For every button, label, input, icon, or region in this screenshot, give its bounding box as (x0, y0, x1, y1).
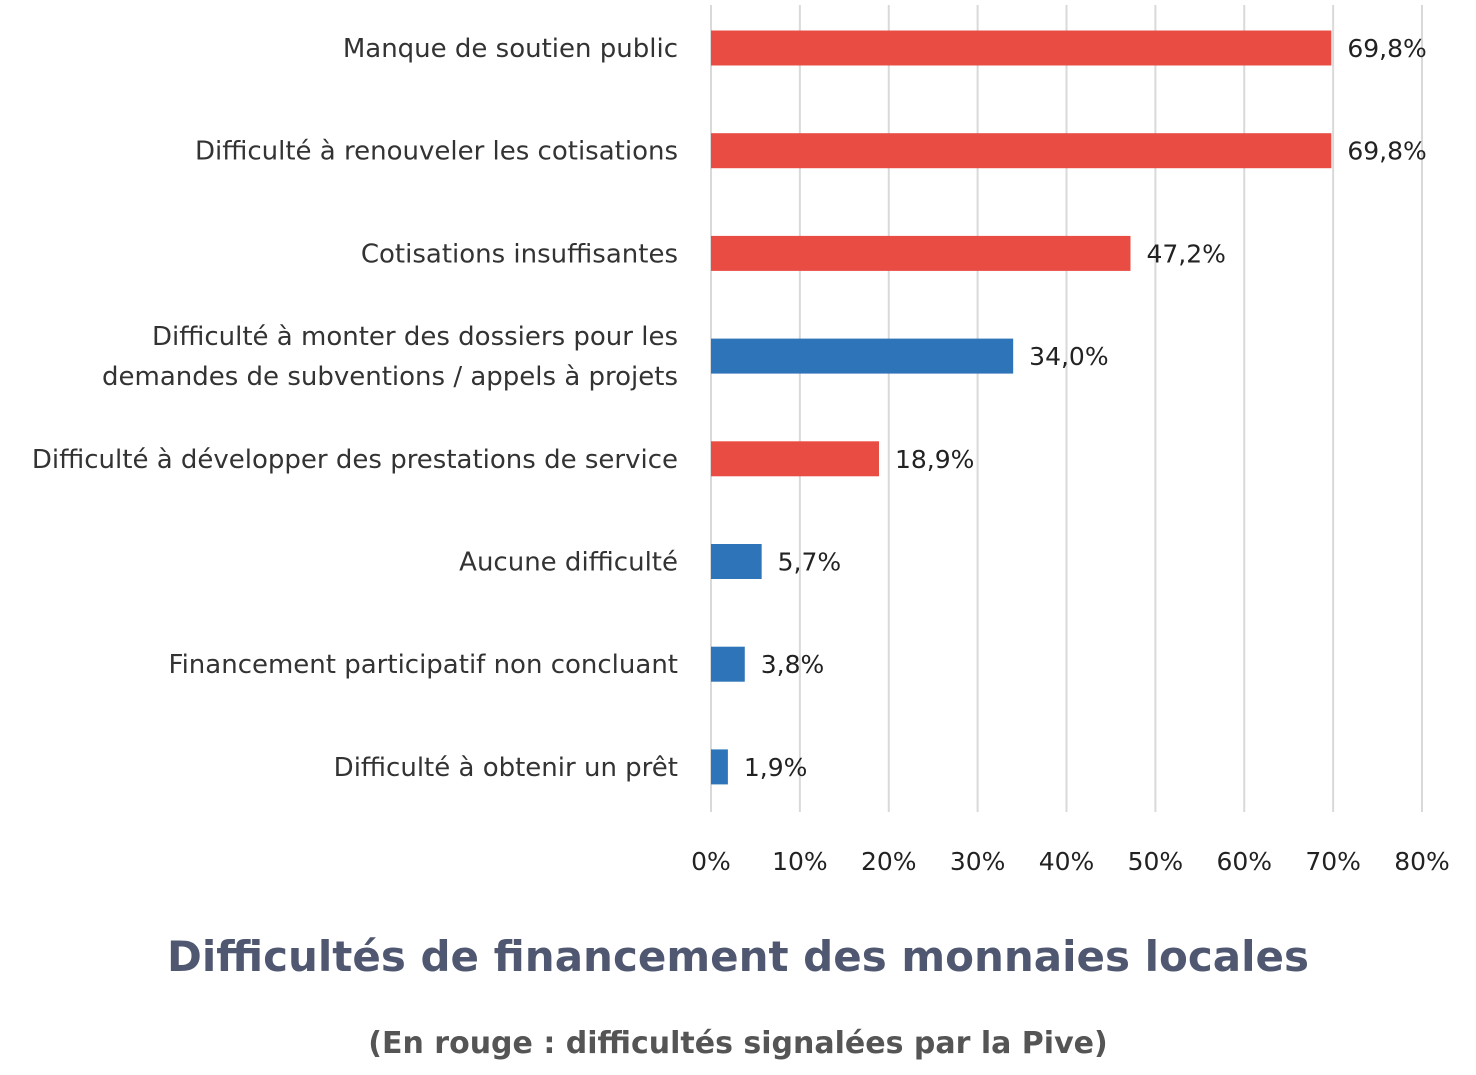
bar-value-label: 1,9% (744, 753, 808, 782)
x-tick-label: 50% (1128, 847, 1184, 876)
category-label-line: Difficulté à développer des prestations … (32, 445, 678, 475)
category-label-line: Manque de soutien public (343, 34, 678, 64)
bar (711, 441, 879, 477)
category-label-line: Financement participatif non concluant (169, 650, 678, 680)
bar-value-label: 69,8% (1347, 137, 1426, 166)
x-tick-label: 60% (1216, 847, 1272, 876)
category-label: Difficulté à renouveler les cotisations (195, 137, 678, 167)
gridlines (710, 5, 1423, 812)
x-tick-label: 40% (1039, 847, 1095, 876)
category-label: Difficulté à obtenir un prêt (334, 753, 678, 783)
category-label: Difficulté à développer des prestations … (32, 445, 678, 475)
x-tick-label: 30% (950, 847, 1006, 876)
bar-value-label: 3,8% (761, 650, 825, 679)
bar-value-label: 5,7% (778, 548, 842, 577)
category-label-line: Cotisations insuffisantes (361, 239, 678, 269)
bar (711, 749, 728, 785)
bars (711, 30, 1332, 785)
bar (711, 646, 745, 682)
bar-value-label: 69,8% (1347, 34, 1426, 63)
category-label: Manque de soutien public (343, 34, 678, 64)
category-label-line: Difficulté à monter des dossiers pour le… (152, 322, 678, 352)
category-label: Financement participatif non concluant (169, 650, 678, 680)
x-tick-label: 80% (1394, 847, 1450, 876)
x-axis-ticks: 0% 10% 20% 30% 40% 50% 60% 70% 80% (691, 847, 1450, 876)
category-label-line: Aucune difficulté (459, 548, 678, 578)
bar-value-label: 47,2% (1146, 239, 1225, 268)
chart-subtitle: (En rouge : difficultés signalées par la… (368, 1026, 1108, 1061)
category-label-line: Difficulté à obtenir un prêt (334, 753, 678, 783)
x-tick-label: 20% (861, 847, 917, 876)
bar (711, 544, 762, 579)
chart-title: Difficultés de financement des monnaies … (167, 932, 1309, 981)
x-tick-label: 0% (691, 847, 731, 876)
bar-value-label: 34,0% (1029, 342, 1108, 371)
bar-value-label: 18,9% (895, 445, 974, 474)
bar-chart: Manque de soutien public Difficulté à ren… (32, 5, 1450, 876)
bar (711, 30, 1332, 66)
category-label: Cotisations insuffisantes (361, 239, 678, 269)
value-labels: 69,8% 69,8% 47,2% 34,0% 18,9% 5,7% 3,8% 1,9% (744, 34, 1427, 782)
x-tick-label: 70% (1305, 847, 1361, 876)
category-labels: Manque de soutien public Difficulté à ren… (32, 34, 678, 783)
bar (711, 235, 1131, 271)
bar (711, 133, 1332, 169)
bar (711, 338, 1014, 374)
x-tick-label: 10% (772, 847, 828, 876)
category-label: Aucune difficulté (459, 548, 678, 578)
category-label: Difficulté à monter des dossiers pour le… (102, 322, 678, 392)
category-label-line: demandes de subventions / appels à proje… (102, 362, 678, 392)
category-label-line: Difficulté à renouveler les cotisations (195, 137, 678, 167)
